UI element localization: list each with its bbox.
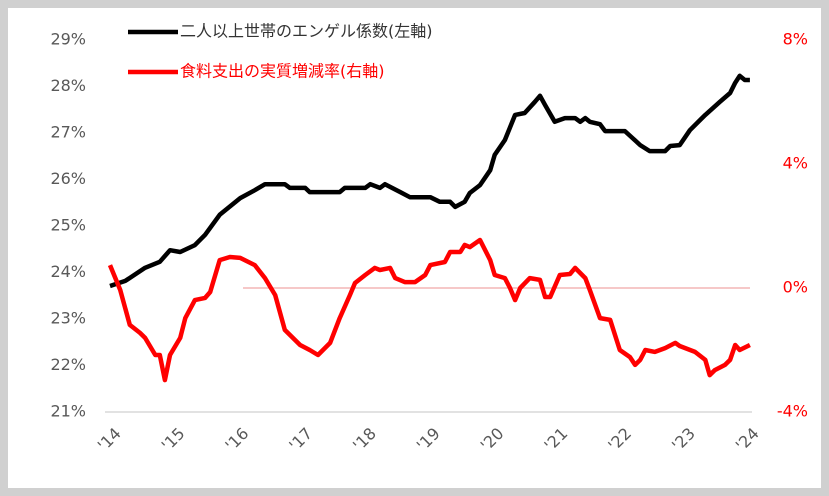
y-tick-label: 25% (50, 216, 86, 235)
y-tick-label: 28% (50, 76, 86, 95)
legend-label: 二人以上世帯のエンゲル係数(左軸) (180, 22, 433, 41)
y-tick-label: 21% (50, 402, 86, 421)
y2-tick-label: 8% (783, 30, 808, 49)
y-tick-label: 27% (50, 123, 86, 142)
y2-tick-label: -4% (777, 402, 808, 421)
y-tick-label: 23% (50, 309, 86, 328)
y2-tick-label: 4% (783, 154, 808, 173)
series-line (109, 73, 750, 289)
y-tick-label: 22% (50, 355, 86, 374)
y-tick-label: 26% (50, 169, 86, 188)
series-line (107, 237, 751, 383)
y-tick-label: 29% (50, 30, 86, 49)
legend-label: 食料支出の実質増減率(右軸) (180, 62, 385, 81)
chart-background (8, 8, 821, 488)
y2-tick-label: 0% (783, 278, 808, 297)
y-tick-label: 24% (50, 262, 86, 281)
